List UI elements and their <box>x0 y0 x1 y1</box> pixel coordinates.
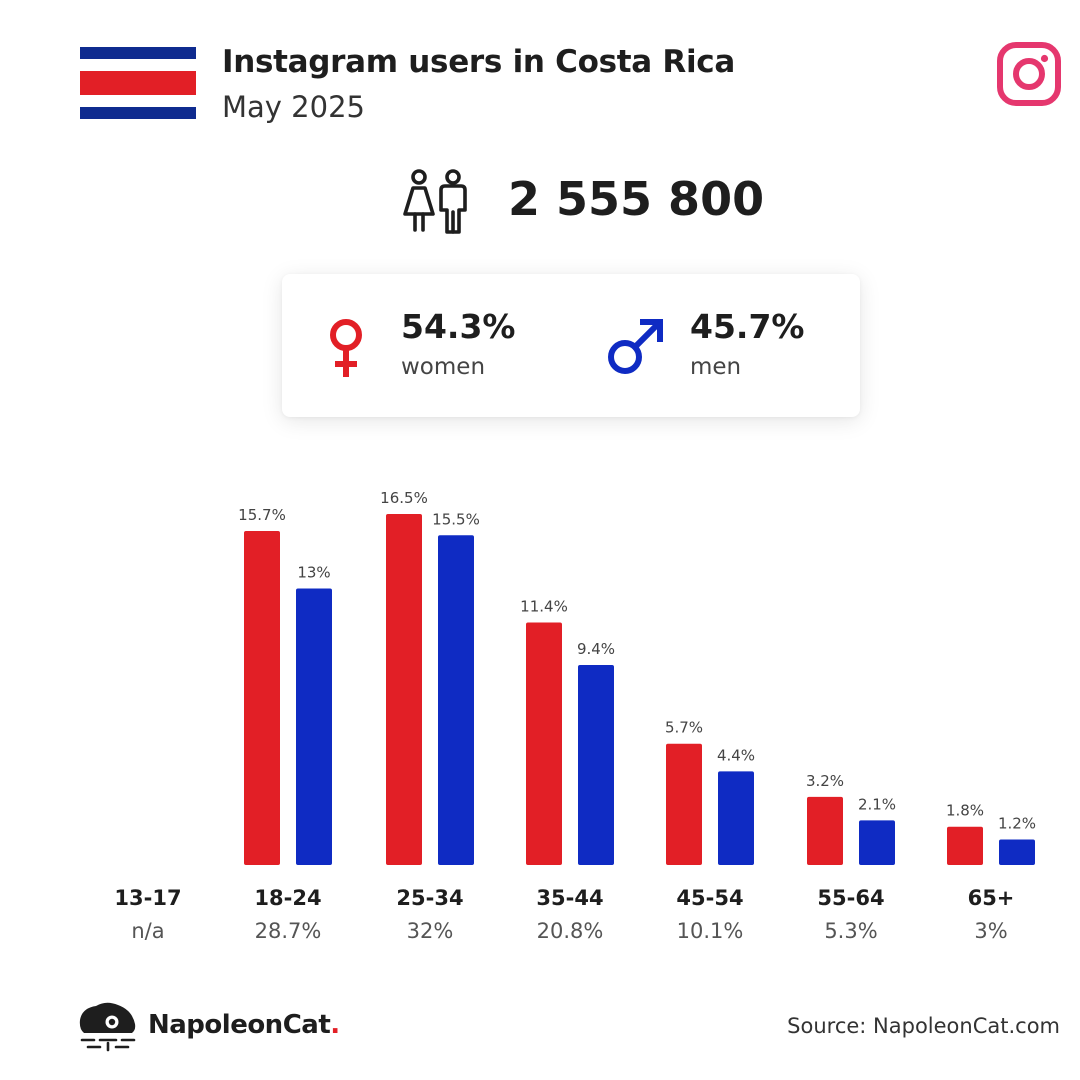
category-label-35-44: 35-44 <box>536 886 603 910</box>
gender-split-card: 54.3% women 45.7% men <box>282 274 860 417</box>
category-label-25-34: 25-34 <box>396 886 463 910</box>
bar-men-18-24 <box>296 588 332 865</box>
data-label-men-35-44: 9.4% <box>577 640 615 658</box>
total-users-value: 2 555 800 <box>508 172 765 226</box>
brand-name: NapoleonCat. <box>148 1010 340 1040</box>
data-label-women-25-34: 16.5% <box>380 489 428 507</box>
napoleoncat-logo-icon <box>79 1002 136 1052</box>
category-label-45-54: 45-54 <box>676 886 743 910</box>
women-percentage: 54.3% <box>401 307 516 346</box>
women-label: women <box>401 354 486 380</box>
category-label-55-64: 55-64 <box>817 886 884 910</box>
category-total-55-64: 5.3% <box>824 919 877 943</box>
data-label-women-65+: 1.8% <box>946 802 984 820</box>
bar-women-25-34 <box>386 514 422 865</box>
bar-men-35-44 <box>578 665 614 865</box>
category-total-35-44: 20.8% <box>537 919 604 943</box>
bar-women-45-54 <box>666 743 702 865</box>
costa-rica-flag-icon <box>80 47 196 119</box>
data-label-women-35-44: 11.4% <box>520 597 568 615</box>
data-label-men-45-54: 4.4% <box>717 746 755 764</box>
data-label-women-45-54: 5.7% <box>665 719 703 737</box>
bar-women-65+ <box>947 826 983 865</box>
data-label-men-25-34: 15.5% <box>432 510 480 528</box>
brand-dot: . <box>330 1010 340 1040</box>
category-total-45-54: 10.1% <box>677 919 744 943</box>
category-total-18-24: 28.7% <box>255 919 322 943</box>
age-gender-bar-chart: 13-17 n/a 15.7% 13% 18-24 28.7% 16.5%15.5% 25-3… <box>114 489 1036 943</box>
data-label-men-65+: 1.2% <box>998 814 1036 832</box>
data-label-men-55-64: 2.1% <box>858 795 896 813</box>
bar-women-35-44 <box>526 622 562 865</box>
male-icon <box>608 319 663 374</box>
users-icon <box>403 169 467 234</box>
instagram-icon <box>997 42 1061 106</box>
data-label-men-18-24: 13% <box>297 563 330 581</box>
bar-women-55-64 <box>807 796 843 865</box>
brand-name-text: NapoleonCat <box>148 1010 331 1040</box>
category-total-65+: 3% <box>974 919 1007 943</box>
bar-men-55-64 <box>859 820 895 865</box>
bar-men-25-34 <box>438 535 474 865</box>
data-label-women-18-24: 15.7% <box>238 506 286 524</box>
category-total-13-17: n/a <box>131 919 164 943</box>
bar-men-65+ <box>999 839 1035 865</box>
page-title: Instagram users in Costa Rica <box>222 44 735 80</box>
category-label-13-17: 13-17 <box>114 886 181 910</box>
category-label-18-24: 18-24 <box>254 886 321 910</box>
source-text: Source: NapoleonCat.com <box>787 1014 1060 1038</box>
female-icon <box>330 319 362 377</box>
category-total-25-34: 32% <box>407 919 454 943</box>
data-label-women-55-64: 3.2% <box>806 772 844 790</box>
category-label-65+: 65+ <box>968 886 1015 910</box>
men-label: men <box>690 354 742 380</box>
bar-men-45-54 <box>718 771 754 865</box>
page-subtitle: May 2025 <box>222 90 365 124</box>
men-percentage: 45.7% <box>690 307 805 346</box>
bar-women-18-24 <box>244 531 280 865</box>
